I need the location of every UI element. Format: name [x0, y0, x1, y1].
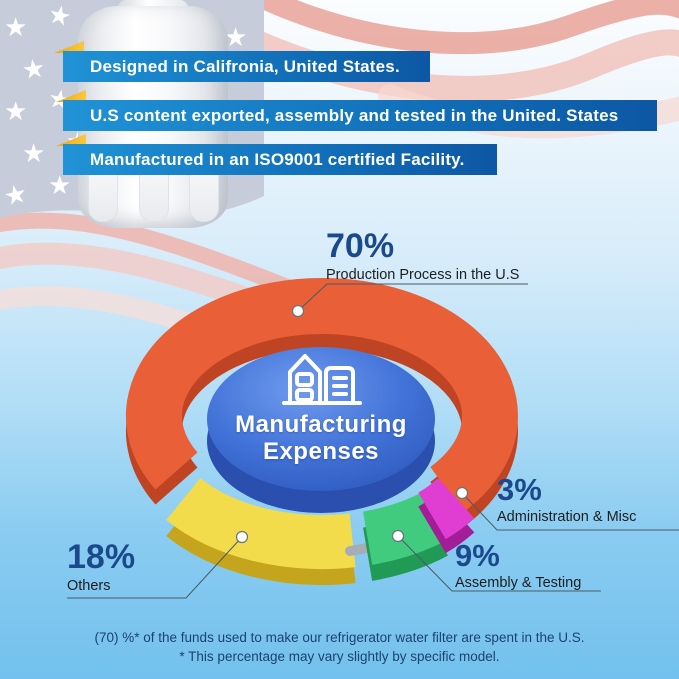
- factory-icon: [282, 354, 362, 405]
- footnote-line2: * This percentage may vary slightly by s…: [179, 649, 500, 664]
- percent-value: 70%: [326, 227, 395, 265]
- percent-label: Production Process in the U.S: [326, 267, 520, 283]
- banner-text: Manufactured in an ISO9001 certified Fac…: [90, 149, 465, 169]
- donut-segment-70: [126, 277, 518, 513]
- banner-text: Designed in Califronia, United States.: [90, 56, 400, 76]
- svg-text:★: ★: [4, 96, 27, 126]
- donut-segment-3: [417, 477, 475, 540]
- percent-label: Assembly & Testing: [455, 575, 582, 591]
- percent-label: Others: [67, 578, 111, 594]
- svg-text:★: ★: [4, 12, 27, 42]
- center-label-line2: Expenses: [262, 438, 380, 465]
- donut-segment-18: [166, 477, 356, 570]
- callout-3-percent: 3% Administration & Misc: [497, 474, 636, 525]
- percent-label: Administration & Misc: [497, 509, 637, 525]
- banner-text: U.S content exported, assembly and teste…: [90, 105, 619, 125]
- percent-value: 18%: [67, 538, 136, 576]
- callout-70-percent: 70% Production Process in the U.S: [326, 229, 519, 283]
- center-label-line1: Manufacturing: [235, 411, 407, 438]
- center-disc: [207, 347, 435, 491]
- chart-center-label: Manufacturing Expenses: [201, 411, 441, 465]
- callout-dots: [235, 304, 469, 544]
- banner-us-content: U.S content exported, assembly and teste…: [63, 100, 657, 131]
- banner-iso9001: Manufactured in an ISO9001 certified Fac…: [63, 144, 497, 175]
- banner-designed-in: Designed in Califronia, United States.: [63, 51, 430, 82]
- callout-18-percent: 18% Others: [67, 540, 135, 594]
- svg-text:★: ★: [20, 52, 47, 85]
- callout-9-percent: 9% Assembly & Testing: [455, 540, 581, 591]
- percent-value: 9%: [455, 538, 500, 573]
- svg-text:★: ★: [48, 170, 71, 200]
- svg-text:★: ★: [224, 22, 247, 52]
- footnote-line1: (70) %* of the funds used to make our re…: [94, 630, 585, 645]
- footnote: (70) %* of the funds used to make our re…: [0, 628, 679, 666]
- percent-value: 3%: [497, 472, 542, 507]
- callout-lines: [67, 283, 679, 599]
- svg-text:★: ★: [22, 138, 45, 168]
